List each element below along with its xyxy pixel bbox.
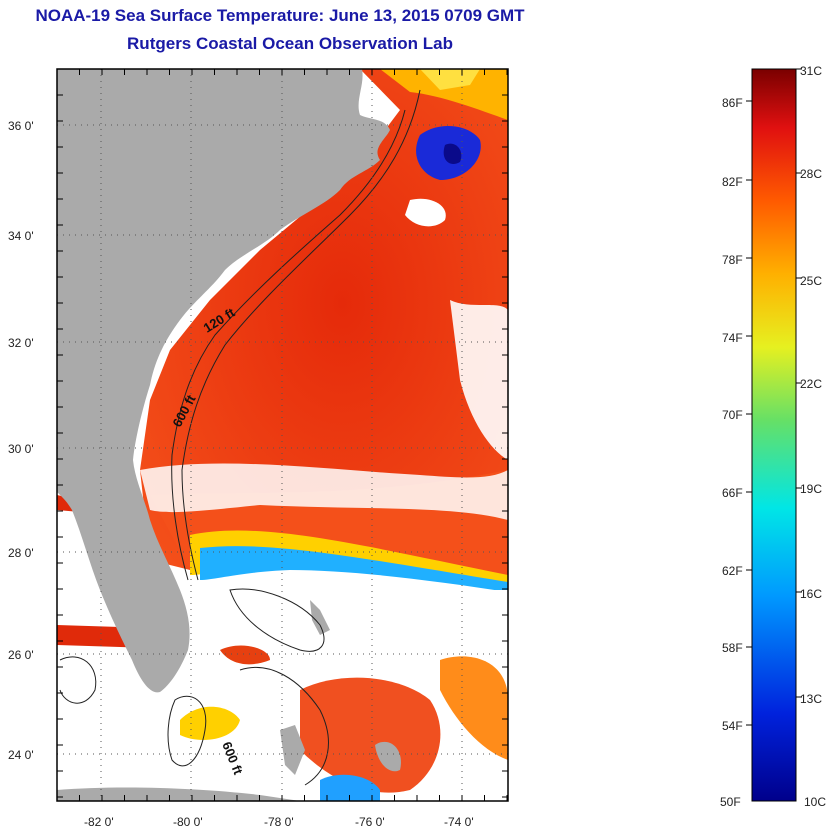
cb-f-50: 50F <box>720 795 741 809</box>
lon-label-78: -78 0' <box>264 815 294 829</box>
map-subtitle: Rutgers Coastal Ocean Observation Lab <box>127 34 453 53</box>
cb-c-31: 31C <box>800 64 822 78</box>
lat-label-32: 32 0' <box>8 336 34 350</box>
cb-f-86: 86F <box>722 96 743 110</box>
cb-f-66: 66F <box>722 486 743 500</box>
cb-c-16: 16C <box>800 587 822 601</box>
lon-label-76: -76 0' <box>355 815 385 829</box>
lat-label-30: 30 0' <box>8 442 34 456</box>
cb-c-22: 22C <box>800 377 822 391</box>
colorbar <box>751 68 797 802</box>
lon-label-82: -82 0' <box>84 815 114 829</box>
map-title: NOAA-19 Sea Surface Temperature: June 13… <box>35 6 525 25</box>
lon-label-80: -80 0' <box>173 815 203 829</box>
lon-label-74: -74 0' <box>444 815 474 829</box>
cb-f-82: 82F <box>722 175 743 189</box>
cb-f-70: 70F <box>722 408 743 422</box>
lat-label-24: 24 0' <box>8 748 34 762</box>
lat-label-34: 34 0' <box>8 229 34 243</box>
cb-f-54: 54F <box>722 719 743 733</box>
cb-f-78: 78F <box>722 253 743 267</box>
cb-c-28: 28C <box>800 167 822 181</box>
cb-c-13: 13C <box>800 692 822 706</box>
cb-c-10: 10C <box>804 795 826 809</box>
cb-c-19: 19C <box>800 482 822 496</box>
cb-c-25: 25C <box>800 274 822 288</box>
cb-f-74: 74F <box>722 331 743 345</box>
cb-f-58: 58F <box>722 641 743 655</box>
lat-label-26: 26 0' <box>8 648 34 662</box>
lat-label-28: 28 0' <box>8 546 34 560</box>
cb-f-62: 62F <box>722 564 743 578</box>
lat-label-36: 36 0' <box>8 119 34 133</box>
